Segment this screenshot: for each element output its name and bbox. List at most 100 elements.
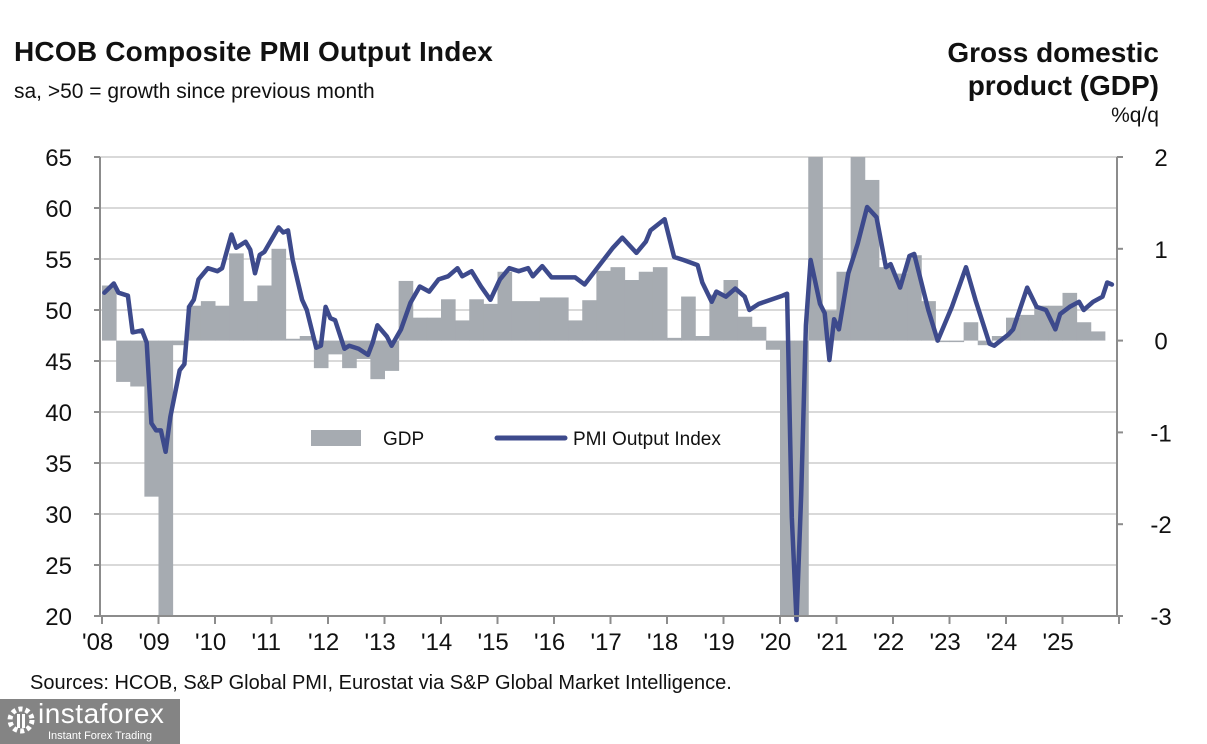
left-tick-label: 45	[45, 349, 72, 376]
legend-pmi-label: PMI Output Index	[573, 429, 721, 450]
right-tick-label: -3	[1150, 604, 1171, 631]
gdp-bar	[949, 340, 965, 343]
left-tick-label: 55	[45, 247, 72, 274]
gdp-bar	[483, 303, 498, 341]
chart-subtitle: sa, >50 = growth since previous month	[14, 80, 375, 103]
legend: GDP PMI Output Index	[311, 429, 721, 450]
gdp-bar	[624, 280, 640, 341]
x-tick-label: '17	[591, 629, 622, 656]
left-tick-label: 40	[45, 400, 72, 427]
gdp-bar	[539, 297, 555, 341]
gdp-bar	[1076, 322, 1092, 341]
gdp-bar	[469, 299, 484, 341]
gdp-bar	[991, 336, 1007, 341]
tick-labels: 65 60 55 50 45 40 35 30 25 20 2 1 0 -1 -2 -3 '08 '09 '10 '1…	[45, 145, 1171, 656]
x-tick-label: '16	[534, 629, 565, 656]
x-tick-label: '15	[478, 629, 509, 656]
gdp-bar	[1062, 292, 1078, 341]
x-tick-label: '10	[195, 629, 226, 656]
gdp-bar	[412, 317, 428, 341]
gdp-bar	[1034, 305, 1049, 341]
gdp-bar	[158, 340, 174, 616]
left-tick-label: 30	[45, 502, 72, 529]
gdp-bar	[935, 340, 950, 343]
logo-tagline: Instant Forex Trading	[48, 730, 152, 742]
x-tick-label: '12	[308, 629, 339, 656]
pmi-line	[102, 204, 1115, 623]
right-axis-title: Gross domestic product (GDP)	[947, 37, 1159, 101]
x-tick-label: '22	[873, 629, 904, 656]
gdp-bar	[328, 340, 343, 355]
x-tick-label: '21	[817, 629, 848, 656]
left-tick-label: 50	[45, 298, 72, 325]
x-tick-label: '08	[82, 629, 113, 656]
x-tick-label: '09	[139, 629, 170, 656]
right-tick-label: -2	[1150, 512, 1171, 539]
gdp-bar	[299, 336, 315, 341]
gdp-bar	[441, 299, 456, 341]
gdp-bar	[554, 297, 569, 341]
left-tick-label: 20	[45, 604, 72, 631]
gdp-bar	[370, 340, 385, 380]
gdp-bar	[610, 267, 626, 341]
gdp-bar	[652, 267, 668, 341]
gdp-bar	[229, 253, 244, 341]
x-tick-label: '18	[647, 629, 678, 656]
gdp-bar	[271, 248, 287, 341]
gdp-bar	[1090, 331, 1106, 341]
gdp-bar	[751, 326, 767, 341]
gdp-bars	[102, 157, 1106, 616]
gdp-bar	[130, 340, 145, 387]
x-tick-label: '19	[704, 629, 735, 656]
gdp-bar	[765, 340, 781, 350]
right-tick-label: 0	[1154, 329, 1167, 356]
gdp-bar	[893, 273, 908, 341]
gdp-bar	[878, 267, 894, 341]
gdp-bar	[116, 340, 131, 382]
left-tick-label: 35	[45, 451, 72, 478]
gdp-bar	[215, 305, 230, 341]
gdp-bar	[172, 340, 188, 346]
x-tick-label: '25	[1043, 629, 1074, 656]
x-tick-label: '14	[421, 629, 452, 656]
gdp-bar	[257, 285, 272, 341]
gdp-bar	[709, 294, 724, 341]
gdp-bar	[921, 301, 936, 341]
gdp-bar	[384, 340, 400, 371]
source-note: Sources: HCOB, S&P Global PMI, Eurostat …	[30, 672, 732, 694]
gdp-bar	[200, 301, 216, 341]
left-tick-label: 60	[45, 196, 72, 223]
axes	[94, 156, 1123, 624]
x-tick-label: '23	[930, 629, 961, 656]
x-tick-label: '24	[986, 629, 1017, 656]
right-tick-label: 1	[1154, 237, 1167, 264]
gdp-bar	[864, 179, 880, 341]
gdp-bar	[285, 338, 301, 341]
legend-gdp-swatch	[311, 430, 361, 446]
gridlines	[100, 156, 1117, 617]
left-tick-label: 65	[45, 145, 72, 172]
gear-icon	[7, 706, 35, 734]
x-tick-label: '13	[365, 629, 396, 656]
chart-title: HCOB Composite PMI Output Index	[14, 36, 494, 67]
gdp-bar	[525, 301, 541, 341]
instaforex-logo[interactable]: instaforex Instant Forex Trading	[0, 699, 180, 744]
x-tick-label: '11	[252, 629, 282, 656]
gdp-bar	[667, 337, 682, 341]
gdp-bar	[455, 320, 470, 341]
right-tick-label: -1	[1150, 420, 1171, 447]
legend-gdp-label: GDP	[383, 429, 424, 450]
x-tick-label: '20	[760, 629, 791, 656]
gdp-bar	[568, 320, 583, 341]
gdp-bar	[963, 322, 979, 341]
gdp-bar	[681, 296, 696, 341]
gdp-bar	[511, 301, 527, 341]
gdp-bar	[102, 285, 117, 341]
logo-brand: instaforex	[38, 699, 165, 729]
gdp-bar	[977, 340, 993, 346]
gdp-bar	[582, 300, 597, 341]
gdp-bar	[638, 271, 654, 341]
gdp-bar	[426, 317, 442, 341]
gdp-bar	[243, 301, 258, 341]
